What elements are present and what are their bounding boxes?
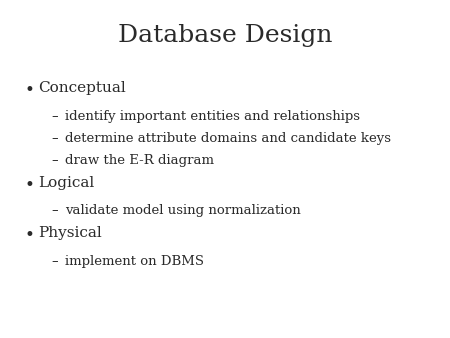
- Text: –: –: [52, 204, 58, 217]
- Text: –: –: [52, 132, 58, 145]
- Text: •: •: [25, 226, 35, 244]
- Text: implement on DBMS: implement on DBMS: [65, 255, 204, 268]
- Text: Database Design: Database Design: [118, 24, 332, 47]
- Text: validate model using normalization: validate model using normalization: [65, 204, 301, 217]
- Text: Physical: Physical: [38, 226, 102, 240]
- Text: draw the E-R diagram: draw the E-R diagram: [65, 154, 214, 167]
- Text: •: •: [25, 81, 35, 99]
- Text: •: •: [25, 176, 35, 194]
- Text: determine attribute domains and candidate keys: determine attribute domains and candidat…: [65, 132, 391, 145]
- Text: –: –: [52, 110, 58, 123]
- Text: Logical: Logical: [38, 176, 94, 190]
- Text: identify important entities and relationships: identify important entities and relation…: [65, 110, 360, 123]
- Text: –: –: [52, 255, 58, 268]
- Text: Conceptual: Conceptual: [38, 81, 126, 95]
- Text: –: –: [52, 154, 58, 167]
